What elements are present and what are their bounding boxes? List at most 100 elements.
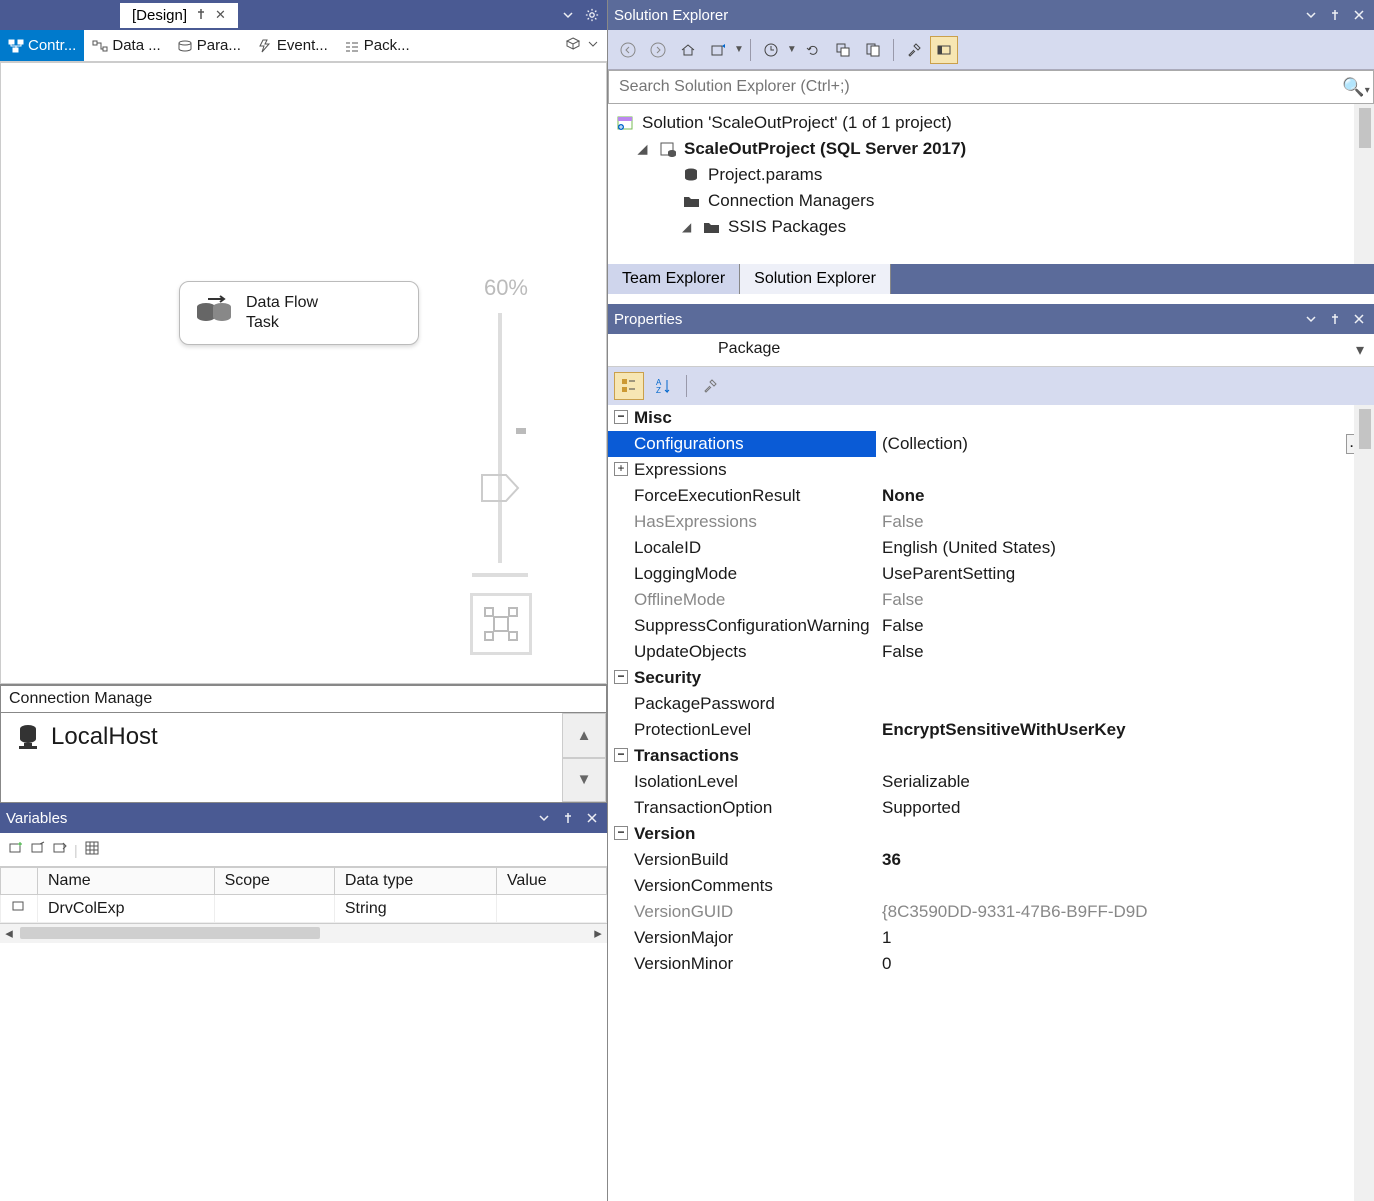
tab-solution-explorer[interactable]: Solution Explorer (740, 264, 891, 294)
property-row[interactable]: SuppressConfigurationWarningFalse (608, 613, 1374, 639)
property-value[interactable] (876, 457, 1374, 483)
property-row[interactable]: Configurations(Collection)… (608, 431, 1374, 457)
collapse-icon[interactable]: − (614, 670, 628, 684)
search-icon[interactable]: 🔍▾ (1339, 77, 1373, 98)
tree-solution-node[interactable]: Solution 'ScaleOutProject' (1 of 1 proje… (612, 110, 1370, 136)
subtab-event-handlers[interactable]: Event... (249, 30, 336, 61)
home-button[interactable] (674, 36, 702, 64)
property-row[interactable]: VersionMinor0 (608, 951, 1374, 977)
preview-button[interactable] (930, 36, 958, 64)
categorized-button[interactable] (614, 372, 644, 400)
fit-to-screen-button[interactable] (470, 593, 532, 655)
dropdown-icon[interactable] (1302, 6, 1320, 24)
pin-icon[interactable] (1326, 310, 1344, 328)
dropdown-icon[interactable] (1302, 310, 1320, 328)
property-row[interactable]: IsolationLevelSerializable (608, 769, 1374, 795)
property-value[interactable]: Supported (876, 795, 1374, 821)
expand-icon[interactable]: + (614, 462, 628, 476)
tree-item[interactable]: ◢ SSIS Packages (612, 214, 1370, 240)
property-row[interactable]: VersionMajor1 (608, 925, 1374, 951)
dropdown-icon[interactable] (535, 809, 553, 827)
property-value[interactable]: EncryptSensitiveWithUserKey (876, 717, 1374, 743)
design-canvas[interactable]: Data FlowTask 60% (0, 62, 607, 684)
expand-icon[interactable]: ◢ (638, 142, 652, 156)
search-input[interactable] (609, 78, 1339, 96)
show-all-files-button[interactable] (859, 36, 887, 64)
sync-button[interactable] (704, 36, 732, 64)
scroll-up-button[interactable]: ▲ (562, 713, 606, 758)
history-button[interactable] (757, 36, 785, 64)
property-value[interactable]: 1 (876, 925, 1374, 951)
property-row[interactable]: HasExpressionsFalse (608, 509, 1374, 535)
property-category[interactable]: −Version (608, 821, 1374, 847)
property-value[interactable]: False (876, 509, 1374, 535)
property-value[interactable] (876, 873, 1374, 899)
subtab-parameters[interactable]: Para... (169, 30, 249, 61)
add-variable-icon[interactable] (8, 840, 24, 859)
collapse-icon[interactable]: − (614, 826, 628, 840)
properties-object-selector[interactable]: Package ▾ (608, 334, 1374, 367)
dropdown-icon[interactable] (559, 6, 577, 24)
property-value[interactable]: 36 (876, 847, 1374, 873)
property-row[interactable]: PackagePassword (608, 691, 1374, 717)
connection-item[interactable]: LocalHost (51, 723, 158, 751)
property-row[interactable]: VersionGUID{8C3590DD-9331-47B6-B9FF-D9D (608, 899, 1374, 925)
zoom-slider-track[interactable] (498, 313, 502, 563)
variables-hscroll[interactable]: ◂ ▸ (0, 923, 607, 943)
property-value[interactable]: 0 (876, 951, 1374, 977)
col-name[interactable]: Name (38, 868, 215, 895)
tree-item[interactable]: Connection Managers (612, 188, 1370, 214)
properties-vscroll[interactable] (1354, 405, 1374, 1201)
property-value[interactable]: False (876, 639, 1374, 665)
solution-explorer-search[interactable]: 🔍▾ (608, 70, 1374, 104)
property-category[interactable]: −Transactions (608, 743, 1374, 769)
property-row[interactable]: TransactionOptionSupported (608, 795, 1374, 821)
pin-icon[interactable] (1326, 6, 1344, 24)
property-row[interactable]: +Expressions (608, 457, 1374, 483)
property-row[interactable]: LocaleIDEnglish (United States) (608, 535, 1374, 561)
property-category[interactable]: −Misc (608, 405, 1374, 431)
chevron-down-icon[interactable] (587, 37, 599, 54)
subtab-data-flow[interactable]: Data ... (84, 30, 168, 61)
col-datatype[interactable]: Data type (334, 868, 496, 895)
scroll-down-button[interactable]: ▼ (562, 758, 606, 803)
property-row[interactable]: ProtectionLevelEncryptSensitiveWithUserK… (608, 717, 1374, 743)
property-value[interactable] (876, 691, 1374, 717)
property-category[interactable]: −Security (608, 665, 1374, 691)
property-value[interactable]: False (876, 587, 1374, 613)
property-pages-button[interactable] (695, 372, 725, 400)
property-value[interactable]: (Collection)… (876, 431, 1374, 457)
collapse-all-button[interactable] (829, 36, 857, 64)
property-row[interactable]: VersionComments (608, 873, 1374, 899)
property-row[interactable]: OfflineModeFalse (608, 587, 1374, 613)
subtab-control-flow[interactable]: Contr... (0, 30, 84, 61)
tree-item[interactable]: Project.params (612, 162, 1370, 188)
property-value[interactable]: UseParentSetting (876, 561, 1374, 587)
property-value[interactable]: English (United States) (876, 535, 1374, 561)
move-variable-icon[interactable] (52, 840, 68, 859)
refresh-button[interactable] (799, 36, 827, 64)
property-value[interactable]: Serializable (876, 769, 1374, 795)
cube-icon[interactable] (565, 37, 581, 55)
tree-project-node[interactable]: ◢ ScaleOutProject (SQL Server 2017) (612, 136, 1370, 162)
variable-row[interactable]: DrvColExp String (1, 895, 607, 923)
col-scope[interactable]: Scope (214, 868, 334, 895)
zoom-slider-thumb[interactable] (480, 473, 520, 503)
alphabetical-button[interactable]: AZ (648, 372, 678, 400)
expand-icon[interactable]: ◢ (682, 220, 696, 234)
grid-options-icon[interactable] (84, 840, 100, 859)
forward-button[interactable] (644, 36, 672, 64)
collapse-icon[interactable]: − (614, 748, 628, 762)
data-flow-task[interactable]: Data FlowTask (179, 281, 419, 345)
close-icon[interactable] (583, 809, 601, 827)
property-row[interactable]: VersionBuild36 (608, 847, 1374, 873)
tab-team-explorer[interactable]: Team Explorer (608, 264, 740, 294)
property-row[interactable]: LoggingModeUseParentSetting (608, 561, 1374, 587)
close-icon[interactable] (1350, 6, 1368, 24)
property-row[interactable]: UpdateObjectsFalse (608, 639, 1374, 665)
delete-variable-icon[interactable] (30, 840, 46, 859)
back-button[interactable] (614, 36, 642, 64)
tree-vscroll[interactable] (1354, 104, 1374, 264)
pin-icon[interactable] (195, 8, 207, 23)
close-icon[interactable] (1350, 310, 1368, 328)
